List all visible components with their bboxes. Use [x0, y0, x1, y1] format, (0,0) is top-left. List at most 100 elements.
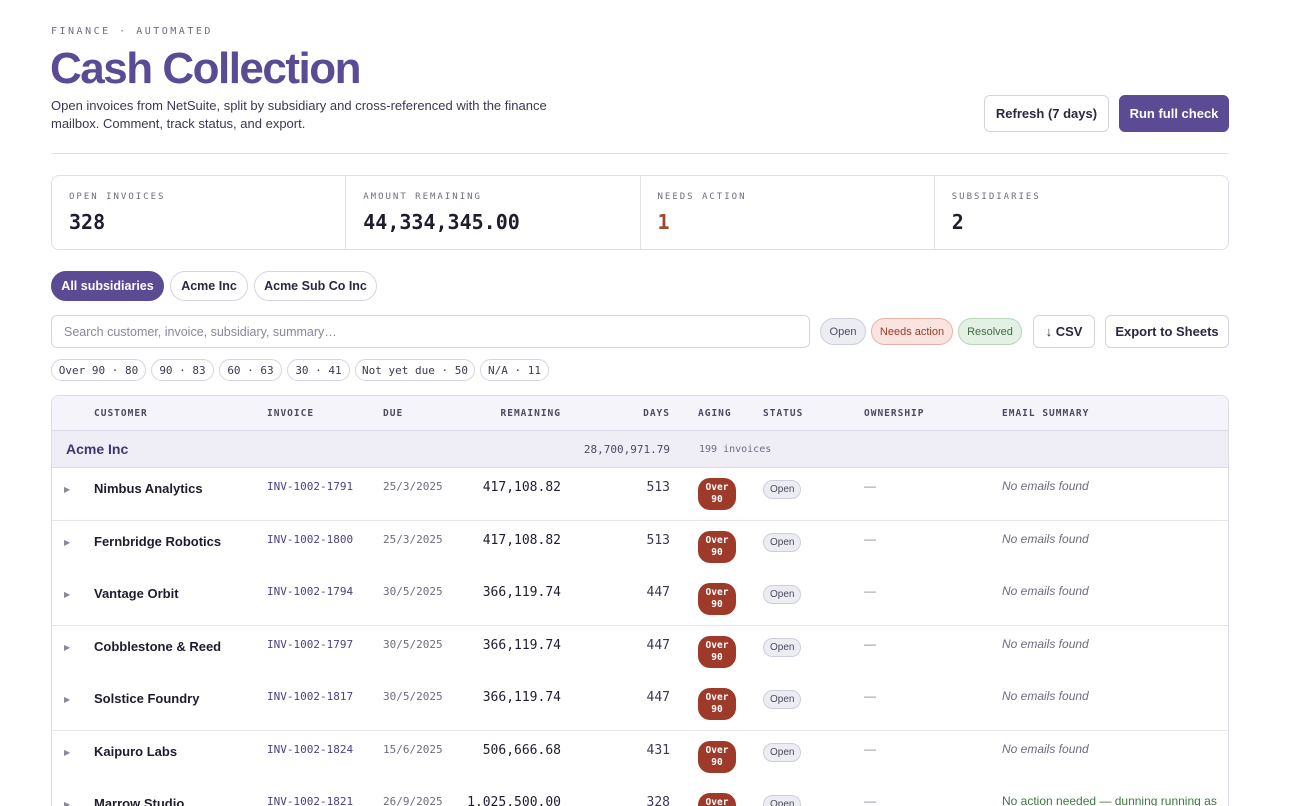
filter-needs-action[interactable]: Needs action — [871, 318, 953, 345]
status-badge[interactable]: Open — [763, 585, 802, 604]
aging-filter-60[interactable]: 60 · 63 — [219, 359, 282, 381]
remaining-amount: 417,108.82 — [482, 532, 561, 548]
days-overdue: 447 — [646, 637, 670, 653]
invoice-number[interactable]: INV-1002-1791 — [267, 480, 354, 493]
aging-filter-30[interactable]: 30 · 41 — [287, 359, 350, 381]
search-input[interactable] — [51, 315, 810, 348]
aging-badge-line2: 90 — [711, 704, 723, 715]
refresh-button[interactable]: Refresh (7 days) — [984, 95, 1109, 132]
aging-badge-line2: 90 — [711, 546, 723, 558]
tab-acme-sub-co-inc[interactable]: Acme Sub Co Inc — [254, 271, 377, 301]
ownership-value[interactable]: — — [864, 531, 876, 546]
expand-caret-icon[interactable]: ▶ — [64, 485, 71, 494]
aging-badge-line1: Over — [705, 482, 729, 493]
csv-export-button[interactable]: ↓ CSV — [1033, 315, 1095, 348]
tab-acme-inc[interactable]: Acme Inc — [170, 271, 248, 301]
column-header-due[interactable]: DUE — [383, 408, 404, 419]
status-badge[interactable]: Open — [763, 795, 802, 806]
status-badge[interactable]: Open — [763, 480, 802, 499]
column-header-days[interactable]: DAYS — [643, 408, 670, 419]
expand-caret-icon[interactable]: ▶ — [64, 747, 71, 757]
due-date: 30/5/2025 — [383, 690, 443, 703]
column-header-ownership[interactable]: OWNERSHIP — [864, 408, 925, 419]
email-summary: No emails found — [1002, 636, 1089, 651]
page-subtitle: Open invoices from NetSuite, split by su… — [51, 98, 547, 131]
customer-name: Fernbridge Robotics — [94, 533, 222, 549]
email-summary: No emails found — [1002, 689, 1089, 703]
export-to-sheets-button[interactable]: Export to Sheets — [1105, 315, 1229, 348]
due-date: 15/6/2025 — [383, 742, 443, 756]
table-row[interactable]: ▶ Fernbridge Robotics INV-1002-1800 25/3/20… — [52, 520, 1228, 574]
filter-open[interactable]: Open — [820, 318, 866, 345]
due-date: 30/5/2025 — [383, 585, 443, 598]
table-row[interactable]: ▶ Marrow Studio INV-1002-1821 26/9/2025 1,02… — [52, 783, 1228, 806]
stats-panel: OPEN INVOICES 328 AMOUNT REMAINING 44,33… — [51, 175, 1229, 250]
ownership-value[interactable]: — — [864, 636, 876, 651]
expand-caret-icon[interactable]: ▶ — [64, 642, 71, 652]
invoice-number[interactable]: INV-1002-1794 — [267, 585, 354, 598]
invoice-number[interactable]: INV-1002-1821 — [267, 795, 354, 806]
expand-caret-icon[interactable]: ▶ — [64, 590, 71, 599]
invoice-number[interactable]: INV-1002-1797 — [267, 637, 354, 651]
table-row[interactable]: ▶ Solstice Foundry INV-1002-1817 30/5/2025 3… — [52, 678, 1228, 731]
column-header-email-summary[interactable]: EMAIL SUMMARY — [1002, 408, 1090, 419]
group-row-acme-inc[interactable]: Acme Inc 28,700,971.79 199 invoices — [52, 431, 1228, 468]
email-summary: No emails found — [1002, 531, 1089, 546]
invoice-number[interactable]: INV-1002-1817 — [267, 690, 354, 703]
aging-filter-over-90[interactable]: Over 90 · 80 — [51, 359, 146, 381]
aging-badge-line1: Over — [705, 587, 729, 598]
status-badge[interactable]: Open — [763, 532, 802, 552]
invoice-number[interactable]: INV-1002-1824 — [267, 742, 354, 756]
expand-caret-icon[interactable]: ▶ — [64, 537, 71, 547]
stat-subsidiaries: SUBSIDIARIES 2 — [935, 176, 1228, 249]
column-header-status[interactable]: STATUS — [763, 408, 804, 419]
customer-name: Cobblestone & Reed — [94, 638, 222, 654]
days-overdue: 447 — [646, 585, 670, 600]
aging-badge-line1: Over — [705, 744, 729, 756]
ownership-value[interactable]: — — [864, 794, 876, 806]
column-header-aging[interactable]: AGING — [698, 408, 732, 419]
column-header-customer[interactable]: CUSTOMER — [94, 408, 148, 419]
aging-badge-line1: Over — [705, 639, 729, 651]
remaining-amount: 366,119.74 — [482, 690, 561, 705]
column-header-remaining[interactable]: REMAINING — [500, 408, 561, 419]
status-badge[interactable]: Open — [763, 742, 802, 762]
email-summary: No emails found — [1002, 479, 1089, 493]
status-badge[interactable]: Open — [763, 690, 802, 709]
due-date: 25/3/2025 — [383, 480, 443, 493]
due-date: 25/3/2025 — [383, 532, 443, 546]
stat-label: OPEN INVOICES — [69, 192, 166, 202]
run-full-check-button[interactable]: Run full check — [1119, 95, 1229, 132]
remaining-amount: 417,108.82 — [482, 480, 561, 495]
aging-filter-not-yet-due[interactable]: Not yet due · 50 — [355, 359, 475, 381]
table-row[interactable]: ▶ Nimbus Analytics INV-1002-1791 25/3/2025 4… — [52, 468, 1228, 521]
table-row[interactable]: ▶ Kaipuro Labs INV-1002-1824 15/6/2025 506,6… — [52, 730, 1228, 784]
table-row[interactable]: ▶ Vantage Orbit INV-1002-1794 30/5/2025 366,… — [52, 573, 1228, 626]
expand-caret-icon[interactable]: ▶ — [64, 695, 71, 704]
days-overdue: 431 — [646, 742, 670, 758]
status-badge[interactable]: Open — [763, 637, 802, 657]
stat-value: 44,334,345.00 — [363, 210, 520, 234]
ownership-value[interactable]: — — [864, 741, 876, 756]
ownership-value[interactable]: — — [864, 689, 876, 703]
ownership-value[interactable]: — — [864, 479, 876, 493]
filter-resolved[interactable]: Resolved — [958, 318, 1022, 345]
aging-badge-line2: 90 — [711, 651, 723, 663]
aging-badge-line2: 90 — [711, 599, 723, 610]
email-summary: No emails found — [1002, 741, 1089, 756]
aging-filter-90[interactable]: 90 · 83 — [151, 359, 214, 381]
ownership-value[interactable]: — — [864, 584, 876, 598]
invoice-number[interactable]: INV-1002-1800 — [267, 532, 354, 546]
tab-all-subsidiaries[interactable]: All subsidiaries — [51, 271, 164, 301]
expand-caret-icon[interactable]: ▶ — [64, 800, 71, 806]
aging-badge-line1: Over — [705, 534, 729, 546]
column-header-invoice[interactable]: INVOICE — [267, 408, 315, 419]
invoice-table: CUSTOMER INVOICE DUE REMAINING DAYS AGIN… — [51, 395, 1229, 806]
aging-filter-na[interactable]: N/A · 11 — [480, 359, 549, 381]
table-row[interactable]: ▶ Cobblestone & Reed INV-1002-1797 30/5/202… — [52, 625, 1228, 679]
due-date: 30/5/2025 — [383, 637, 443, 651]
stat-label: NEEDS ACTION — [657, 192, 747, 202]
